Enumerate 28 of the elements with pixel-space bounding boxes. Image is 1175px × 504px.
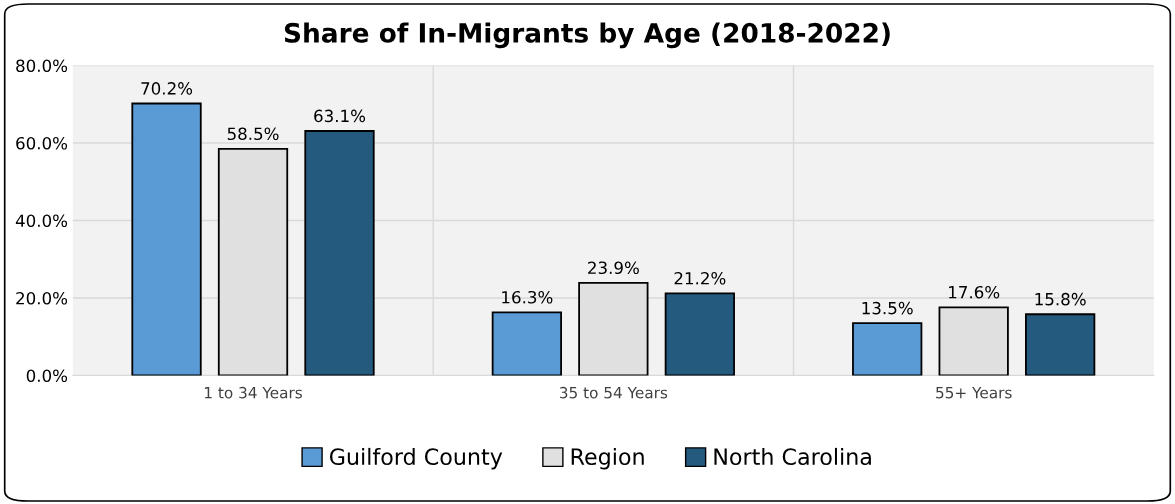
bar [131,102,202,376]
x-tick-label: 35 to 54 Years [559,386,668,399]
data-label: 58.5% [227,127,279,141]
legend-label: North Carolina [714,447,871,466]
bar [304,130,375,376]
bar [491,311,563,376]
x-tick-label: 55+ Years [936,387,1012,399]
y-tick-label: 80.0% [16,59,68,73]
data-label: 13.5% [862,301,913,315]
data-label: 63.1% [314,109,366,123]
y-tick-label: 60.0% [16,136,68,150]
y-tick-label: 0.0% [26,369,68,383]
data-label: 16.3% [502,290,553,304]
chart-title: Share of In-Migrants by Age (2018-2022) [284,22,890,49]
bar [852,322,923,376]
data-label: 17.6% [949,285,1000,299]
data-label: 21.2% [674,271,726,285]
bar [1025,313,1096,376]
bar [938,306,1009,376]
y-tick-label: 40.0% [15,214,68,228]
legend-label: Guilford County [329,447,503,470]
bar [664,292,735,376]
legend-label: Region [571,447,644,470]
data-label: 70.2% [141,82,193,95]
data-label: 15.8% [1035,292,1086,306]
y-tick-label: 20.0% [16,291,68,305]
x-tick-label: 1 to 34 Years [205,386,302,399]
data-label: 23.9% [588,261,639,275]
